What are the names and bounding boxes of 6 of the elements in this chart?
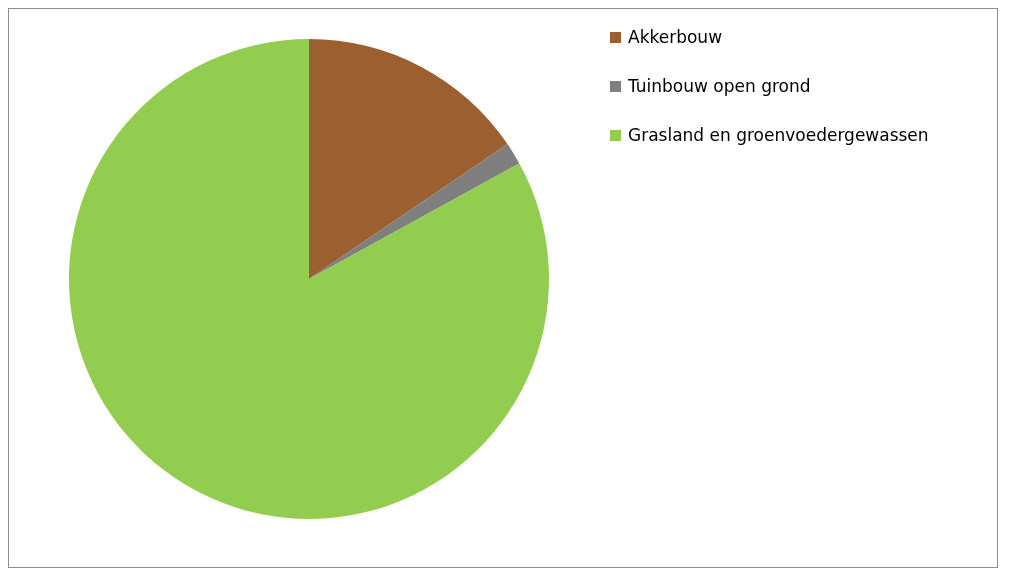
pie-slice [309,144,520,279]
legend-label: Akkerbouw [628,26,723,47]
pie-slice [69,39,549,519]
legend-label: Grasland en groenvoedergewassen [628,124,929,145]
legend-label: Tuinbouw open grond [627,75,811,96]
pie-slice [309,39,508,279]
